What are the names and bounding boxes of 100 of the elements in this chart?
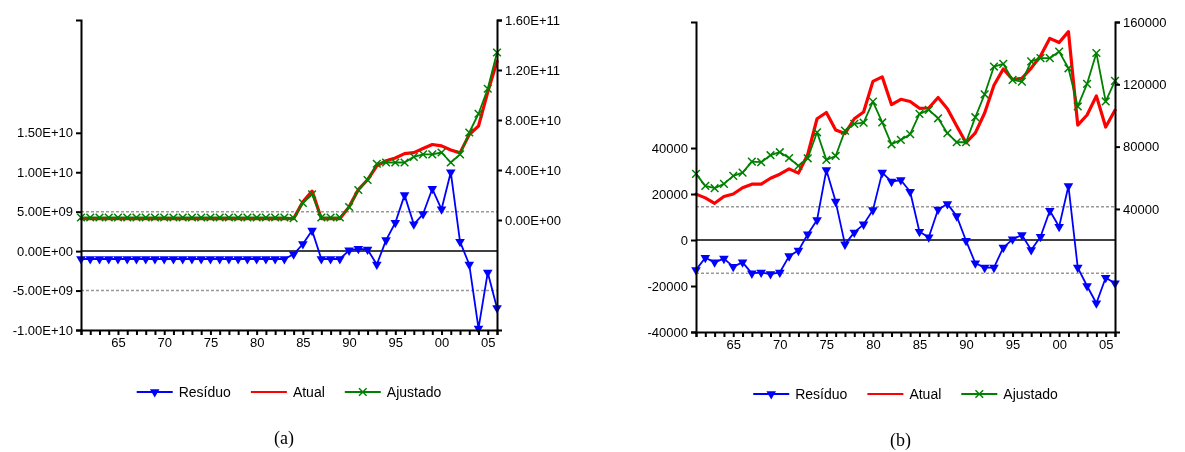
point — [381, 237, 391, 246]
y-tick-label: 40000 — [651, 140, 688, 156]
point — [1035, 234, 1046, 243]
point — [159, 256, 170, 265]
x-tick-label: 90 — [342, 335, 357, 351]
legend-label: Resíduo — [178, 384, 232, 400]
legend-label: Ajustado — [1003, 386, 1058, 402]
point — [288, 251, 299, 260]
x-tick-label: 65 — [111, 335, 126, 351]
text: (b) — [890, 430, 911, 451]
point — [1073, 101, 1083, 112]
point — [1007, 236, 1018, 245]
x-tick-label: 00 — [1052, 337, 1067, 353]
point — [103, 256, 114, 265]
y-tick-label: 1.00E+10 — [16, 164, 73, 180]
point — [868, 97, 878, 107]
point — [1072, 264, 1083, 274]
y2-tick-label: 4.00E+10 — [505, 162, 562, 178]
point — [951, 213, 962, 222]
point — [224, 256, 234, 265]
point — [691, 169, 701, 179]
point — [784, 253, 794, 262]
point — [821, 155, 831, 165]
y-tick-label: -40000 — [647, 324, 688, 340]
point — [298, 241, 308, 250]
point — [868, 207, 878, 216]
point — [418, 211, 428, 220]
x-tick-label: 85 — [296, 335, 311, 351]
x-tick-label: 75 — [203, 335, 219, 351]
point — [307, 189, 317, 199]
point — [214, 256, 225, 265]
x-tick-label: 05 — [481, 335, 496, 351]
point — [784, 153, 794, 163]
y-tick-label: 1.50E+10 — [16, 125, 73, 141]
point — [242, 256, 253, 265]
text: (a) — [274, 428, 294, 449]
point — [455, 149, 465, 159]
point — [140, 256, 151, 265]
x-tick-label: 70 — [157, 335, 172, 351]
point — [728, 263, 739, 273]
point — [933, 206, 943, 215]
point — [196, 256, 206, 265]
point — [168, 256, 179, 265]
legend-label: Ajustado — [386, 384, 442, 400]
x-tick-label: 90 — [959, 337, 974, 353]
point — [363, 175, 373, 185]
point — [747, 270, 757, 279]
y2-tick-label: 1.20E+11 — [505, 62, 561, 78]
point — [877, 169, 888, 179]
point — [840, 126, 850, 136]
point — [821, 167, 832, 176]
point — [150, 256, 160, 265]
point — [390, 219, 401, 229]
point — [362, 246, 373, 256]
point — [298, 198, 308, 208]
point — [1082, 283, 1092, 292]
point — [924, 105, 934, 115]
point — [914, 109, 925, 119]
x-tick-label: 75 — [819, 337, 835, 353]
y2-tick-label: 40000 — [1123, 201, 1160, 217]
point — [774, 269, 785, 278]
point — [1082, 79, 1092, 89]
y2-tick-label: 0.00E+00 — [505, 212, 562, 228]
point — [728, 171, 738, 181]
point — [492, 47, 502, 58]
x-tick-label: 95 — [388, 335, 404, 351]
y2-tick-label: 160000 — [1123, 14, 1167, 30]
point — [737, 168, 748, 178]
point — [933, 113, 943, 123]
point — [803, 153, 813, 163]
point — [831, 151, 841, 161]
y-tick-label: 0 — [680, 232, 688, 248]
y2-tick-label: 80000 — [1123, 139, 1160, 155]
point — [270, 256, 280, 265]
y2-tick-label: 8.00E+10 — [505, 112, 562, 128]
point — [896, 135, 906, 145]
y-tick-label: 20000 — [651, 186, 688, 202]
point — [942, 128, 952, 138]
point — [896, 177, 906, 186]
point — [372, 261, 382, 271]
point — [802, 231, 813, 240]
point — [793, 161, 803, 171]
x-tick-label: 80 — [866, 337, 881, 353]
point — [1054, 47, 1064, 57]
y-tick-label: -20000 — [647, 278, 688, 294]
point — [482, 269, 493, 278]
point — [446, 157, 456, 168]
point — [812, 127, 822, 137]
y2-tick-label: 120000 — [1123, 76, 1167, 92]
point — [849, 229, 860, 238]
point — [307, 227, 317, 237]
x-tick-label: 05 — [1098, 337, 1114, 353]
point — [979, 264, 990, 274]
point — [840, 241, 850, 250]
y-tick-label: -1.00E+10 — [12, 322, 73, 338]
point — [905, 188, 915, 198]
legend-label: Atual — [909, 386, 942, 402]
point — [261, 256, 271, 265]
x-tick-label: 85 — [912, 337, 928, 353]
point — [1026, 56, 1036, 66]
